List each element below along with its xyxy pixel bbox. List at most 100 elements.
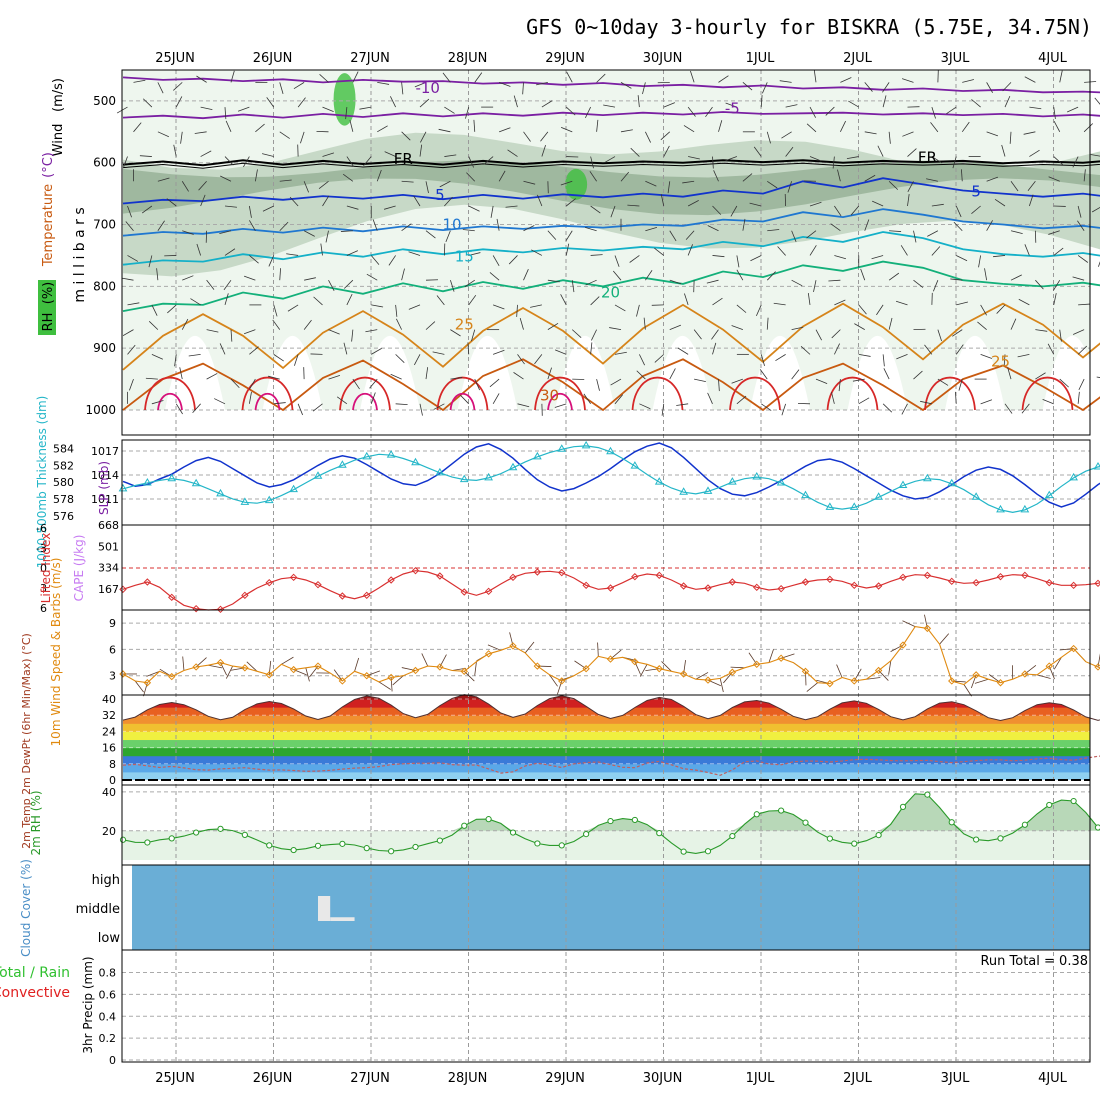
wind-barb bbox=[523, 225, 535, 232]
wind-barb bbox=[858, 304, 867, 315]
thickness-marker bbox=[581, 440, 591, 449]
cloud-level-label: high bbox=[92, 873, 120, 888]
wind-barb bbox=[243, 275, 256, 281]
rh2m-marker bbox=[119, 836, 127, 843]
wind-barb bbox=[693, 329, 702, 340]
lifted-marker bbox=[436, 572, 444, 580]
wind-barb bbox=[336, 396, 348, 405]
thickness-marker bbox=[435, 467, 445, 476]
isotherm-20 bbox=[122, 260, 1100, 312]
wind-barb bbox=[1003, 354, 1006, 367]
wind-barb bbox=[547, 322, 559, 330]
wind-barb bbox=[1077, 391, 1080, 404]
lifted-marker bbox=[972, 578, 980, 587]
wind-speed-marker bbox=[241, 664, 249, 672]
wind-barb bbox=[800, 346, 811, 355]
thickness-marker bbox=[752, 472, 762, 480]
wind-barb bbox=[813, 280, 817, 293]
temperature-unit-label: (°C) bbox=[41, 152, 56, 178]
wind-barb bbox=[534, 354, 543, 365]
wind-barb bbox=[627, 204, 640, 207]
x-tick-label-bottom: 25JUN bbox=[155, 1071, 195, 1086]
wind-barb bbox=[736, 255, 740, 268]
wind-barb bbox=[590, 254, 603, 256]
isotherm-35 bbox=[436, 376, 489, 411]
wind-barb bbox=[986, 176, 999, 182]
wind-barb bbox=[460, 394, 470, 405]
wind-barb bbox=[584, 227, 597, 232]
wind-barb bbox=[127, 302, 140, 306]
wind-barb bbox=[349, 120, 354, 132]
wind-barb bbox=[858, 353, 871, 357]
wind-barb bbox=[148, 255, 153, 268]
wind-barb bbox=[346, 205, 359, 210]
wind10-axis-label: 10m Wind Speed & Barbs (m/s) bbox=[49, 558, 63, 747]
wind-speed-marker bbox=[679, 670, 688, 678]
wind-barb bbox=[931, 156, 943, 164]
precip-tick-label: 0 bbox=[109, 1054, 116, 1067]
thickness-marker bbox=[411, 457, 420, 466]
slp-axis-label: SLP (mb) bbox=[97, 461, 111, 515]
wind-barb bbox=[390, 96, 396, 108]
thickness-marker bbox=[289, 484, 298, 493]
wind-barb bbox=[661, 403, 665, 416]
wind-speed-marker bbox=[314, 662, 322, 670]
thickness-marker bbox=[679, 487, 688, 495]
wind-barb bbox=[200, 150, 212, 157]
wind-barb bbox=[255, 123, 265, 133]
wind-barb bbox=[895, 300, 908, 306]
lifted-marker bbox=[192, 604, 200, 613]
wind-barb bbox=[876, 304, 884, 316]
wind-barb bbox=[654, 247, 664, 256]
wind-barb bbox=[505, 205, 518, 208]
wind-speed-marker bbox=[996, 679, 1005, 687]
wind-barb bbox=[465, 106, 470, 119]
isotherm-label: 5 bbox=[971, 183, 981, 201]
wind-barb bbox=[882, 354, 885, 367]
wind-speed-marker bbox=[1045, 662, 1053, 670]
wind-barb bbox=[610, 205, 616, 218]
lifted-marker bbox=[606, 584, 615, 592]
dry-pocket bbox=[555, 335, 615, 410]
wind-barb bbox=[198, 181, 207, 191]
slp-tick-label: 1014 bbox=[91, 469, 119, 482]
rh2m-marker bbox=[802, 819, 809, 826]
wind-barb bbox=[1094, 97, 1100, 105]
wind-barb bbox=[287, 304, 299, 312]
rh2m-marker bbox=[241, 831, 248, 838]
wind-barb bbox=[167, 304, 177, 314]
surface-wind-barb bbox=[806, 682, 818, 692]
wind-barb bbox=[978, 255, 982, 268]
wind-barb bbox=[725, 102, 738, 108]
wind-barb bbox=[513, 372, 524, 380]
wind-barb bbox=[889, 230, 902, 232]
wind-barb bbox=[850, 205, 860, 216]
isotherm-40 bbox=[157, 392, 183, 411]
x-tick-label-bottom: 27JUN bbox=[350, 1071, 390, 1086]
temp-band bbox=[123, 699, 1090, 708]
wind-barb bbox=[554, 349, 567, 355]
wind-barb bbox=[279, 179, 292, 182]
thickness-marker bbox=[484, 472, 493, 481]
isotherm-label: 25 bbox=[455, 316, 474, 334]
pressure-tick-label: 700 bbox=[93, 218, 116, 232]
isotherm-label: 5 bbox=[435, 186, 445, 204]
wind-barb bbox=[388, 255, 396, 266]
wind-speed-marker bbox=[753, 660, 761, 669]
wind-barb bbox=[660, 131, 671, 141]
wind-barb bbox=[742, 82, 753, 91]
surface-wind-barb bbox=[836, 664, 843, 678]
wind-barb bbox=[474, 378, 480, 391]
wind-barb bbox=[467, 342, 470, 355]
wind-barb bbox=[785, 146, 794, 157]
thickness-marker bbox=[313, 471, 323, 479]
wind-barb bbox=[408, 251, 421, 256]
temp-band bbox=[123, 715, 1090, 724]
wind-barb bbox=[445, 230, 451, 243]
wind-barb bbox=[444, 154, 457, 157]
rh2m-marker bbox=[826, 835, 833, 842]
wind-barb bbox=[620, 129, 633, 133]
wind-barb bbox=[1072, 156, 1079, 168]
wind-barb bbox=[401, 82, 404, 95]
wind-barb bbox=[1010, 181, 1019, 192]
